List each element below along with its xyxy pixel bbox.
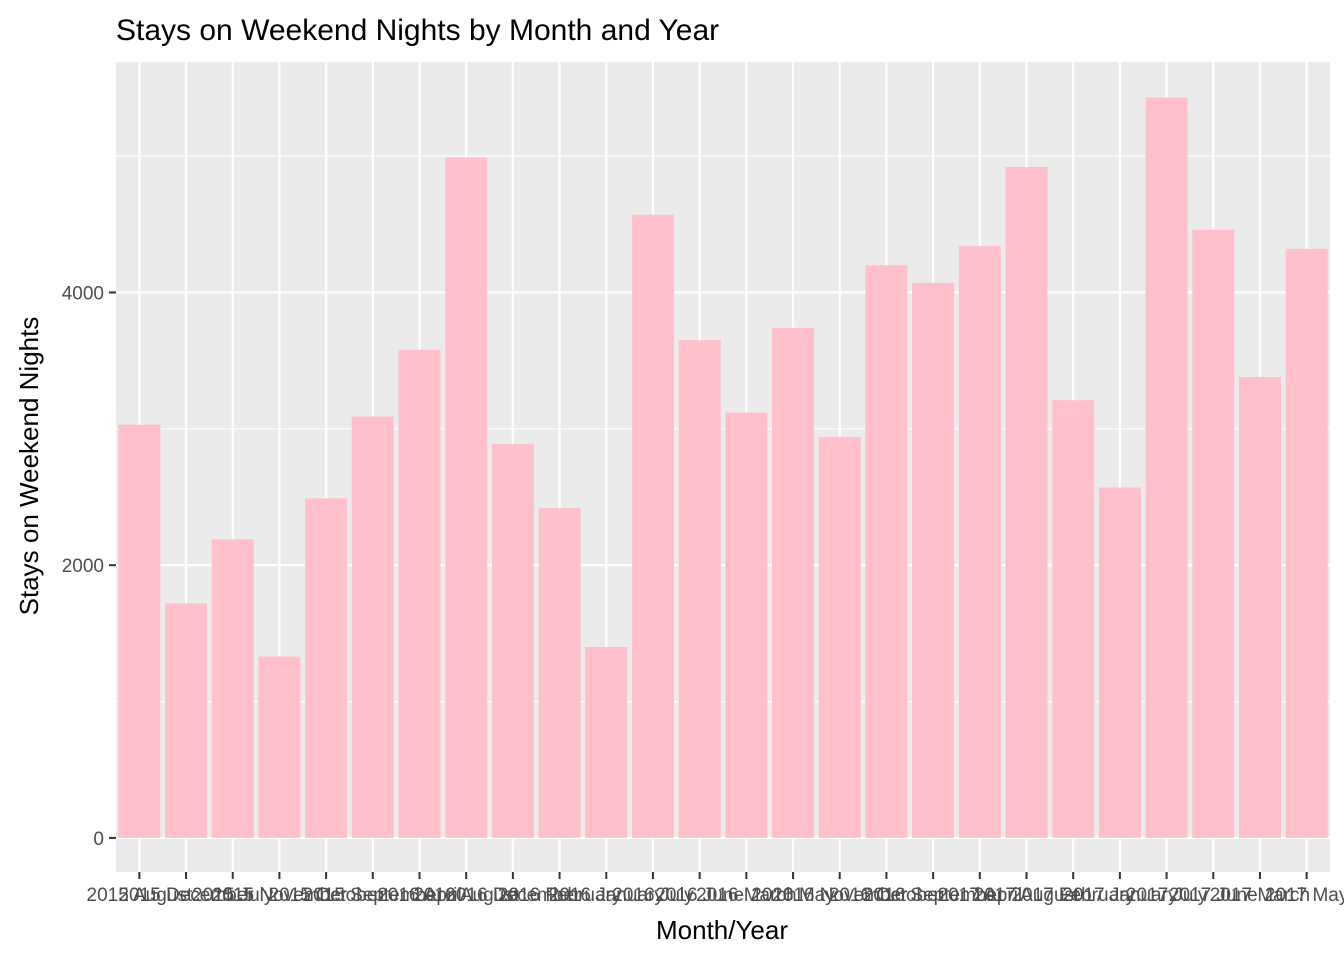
bar bbox=[445, 157, 488, 838]
x-tick-label: 2017 May bbox=[1265, 885, 1344, 906]
bar bbox=[1238, 377, 1281, 838]
bar bbox=[865, 265, 908, 838]
chart-title: Stays on Weekend Nights by Month and Yea… bbox=[116, 14, 719, 47]
bar bbox=[958, 246, 1001, 838]
x-tick-label: 2015 September bbox=[303, 885, 444, 906]
bar bbox=[725, 412, 768, 838]
x-tick-label: 2015 August bbox=[87, 885, 193, 906]
bar bbox=[305, 498, 348, 838]
bar bbox=[1192, 229, 1235, 838]
y-tick-label: 2000 bbox=[62, 556, 104, 577]
x-tick-label: 2015 October bbox=[269, 885, 385, 906]
x-tick-label: 2016 September bbox=[863, 885, 1004, 906]
x-tick-label: 2016 March bbox=[696, 885, 796, 906]
y-tick-label: 4000 bbox=[62, 283, 104, 304]
x-tick-label: 2016 December bbox=[445, 885, 581, 906]
bar bbox=[538, 507, 581, 838]
x-tick-label: 2017 January bbox=[1062, 885, 1178, 906]
bar bbox=[1052, 400, 1095, 838]
x-tick-label: 2015 December bbox=[118, 885, 254, 906]
bar bbox=[772, 327, 815, 838]
x-tick-label: 2015 November bbox=[212, 885, 348, 906]
bar bbox=[585, 647, 628, 838]
x-axis-title: Month/Year bbox=[656, 915, 788, 945]
y-tick-label: 0 bbox=[93, 829, 104, 850]
x-tick-label: 2016 January bbox=[549, 885, 665, 906]
x-tick-label: 2015 July bbox=[192, 885, 274, 906]
bar bbox=[912, 282, 955, 838]
x-tick-label: 2016 February bbox=[498, 885, 622, 906]
x-tick-label: 2016 August bbox=[413, 885, 519, 906]
bar bbox=[351, 416, 394, 838]
x-tick-label: 2016 June bbox=[655, 885, 744, 906]
x-tick-label: 2016 July bbox=[612, 885, 694, 906]
x-tick-label: 2016 November bbox=[772, 885, 908, 906]
bar bbox=[631, 214, 674, 838]
x-tick-label: 2017 August bbox=[974, 885, 1080, 906]
x-tick-label: 2017 July bbox=[1126, 885, 1208, 906]
bar bbox=[211, 539, 254, 838]
bar bbox=[398, 349, 441, 838]
x-tick-label: 2017 June bbox=[1169, 885, 1258, 906]
bars bbox=[118, 97, 1328, 838]
bar bbox=[1285, 248, 1328, 838]
x-tick-label: 2016 April bbox=[377, 885, 462, 906]
bar bbox=[165, 603, 208, 838]
bar bbox=[1098, 487, 1141, 838]
bar bbox=[1005, 167, 1048, 838]
bar bbox=[118, 424, 161, 838]
x-tick-label: 2016 October bbox=[829, 885, 945, 906]
bar bbox=[818, 437, 861, 838]
x-tick-label: 2016 May bbox=[751, 885, 835, 906]
x-tick-label: 2017 March bbox=[1210, 885, 1310, 906]
bar bbox=[491, 443, 534, 838]
x-tick-label: 2017 April bbox=[938, 885, 1023, 906]
bar bbox=[1145, 97, 1188, 838]
bar bbox=[258, 656, 301, 838]
x-tick-label: 2017 February bbox=[1011, 885, 1135, 906]
bar bbox=[678, 340, 721, 838]
y-axis-title: Stays on Weekend Nights bbox=[14, 317, 44, 616]
